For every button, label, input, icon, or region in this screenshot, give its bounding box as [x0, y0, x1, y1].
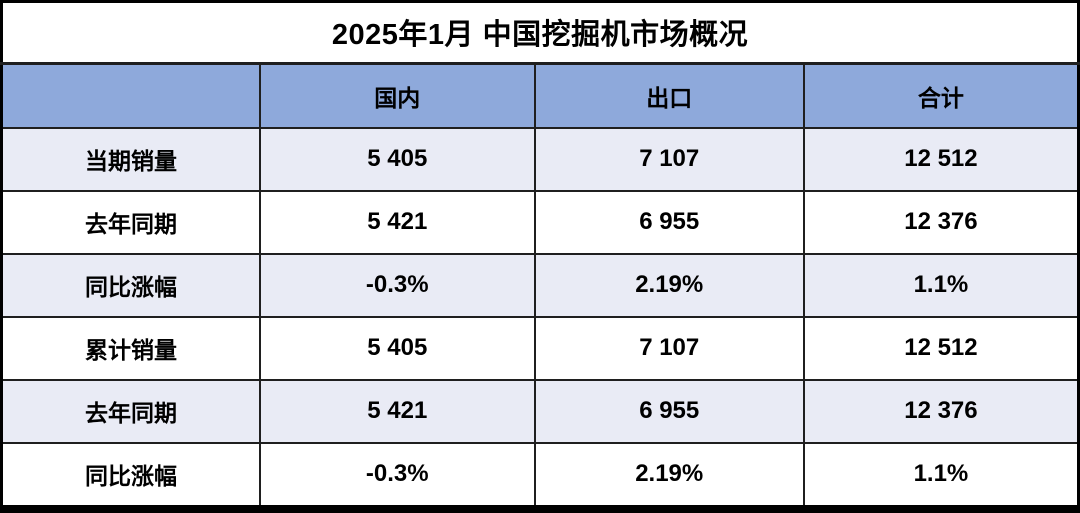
row-label: 去年同期: [0, 189, 261, 255]
column-header-row: 国内 出口 合计: [0, 62, 1080, 129]
value-cell: 1.1%: [802, 252, 1080, 318]
table-row: 累计销量 5 405 7 107 12 512: [0, 315, 1080, 381]
value-cell: 12 376: [802, 378, 1080, 444]
value-cell: 12 512: [802, 126, 1080, 192]
header-cell-domestic: 国内: [258, 62, 536, 129]
title-row: 2025年1月 中国挖掘机市场概况: [0, 0, 1080, 65]
value-cell: 6 955: [533, 378, 805, 444]
table-row: 去年同期 5 421 6 955 12 376: [0, 378, 1080, 444]
value-cell: 7 107: [533, 126, 805, 192]
table-row: 同比涨幅 -0.3% 2.19% 1.1%: [0, 252, 1080, 318]
header-cell-empty: [0, 62, 261, 129]
table-row: 当期销量 5 405 7 107 12 512: [0, 126, 1080, 192]
value-cell: 2.19%: [533, 252, 805, 318]
value-cell: 5 421: [258, 189, 536, 255]
value-cell: 5 405: [258, 315, 536, 381]
row-label: 去年同期: [0, 378, 261, 444]
page-title: 2025年1月 中国挖掘机市场概况: [0, 0, 1080, 65]
value-cell: 5 405: [258, 126, 536, 192]
table-row: 去年同期 5 421 6 955 12 376: [0, 189, 1080, 255]
row-label: 同比涨幅: [0, 252, 261, 318]
value-cell: 5 421: [258, 378, 536, 444]
header-cell-export: 出口: [533, 62, 805, 129]
value-cell: 1.1%: [802, 441, 1080, 511]
row-label: 累计销量: [0, 315, 261, 381]
header-cell-total: 合计: [802, 62, 1080, 129]
table-row: 同比涨幅 -0.3% 2.19% 1.1%: [0, 441, 1080, 511]
value-cell: -0.3%: [258, 252, 536, 318]
row-label: 当期销量: [0, 126, 261, 192]
value-cell: 12 376: [802, 189, 1080, 255]
value-cell: 7 107: [533, 315, 805, 381]
value-cell: -0.3%: [258, 441, 536, 511]
value-cell: 12 512: [802, 315, 1080, 381]
value-cell: 6 955: [533, 189, 805, 255]
row-label: 同比涨幅: [0, 441, 261, 511]
value-cell: 2.19%: [533, 441, 805, 511]
